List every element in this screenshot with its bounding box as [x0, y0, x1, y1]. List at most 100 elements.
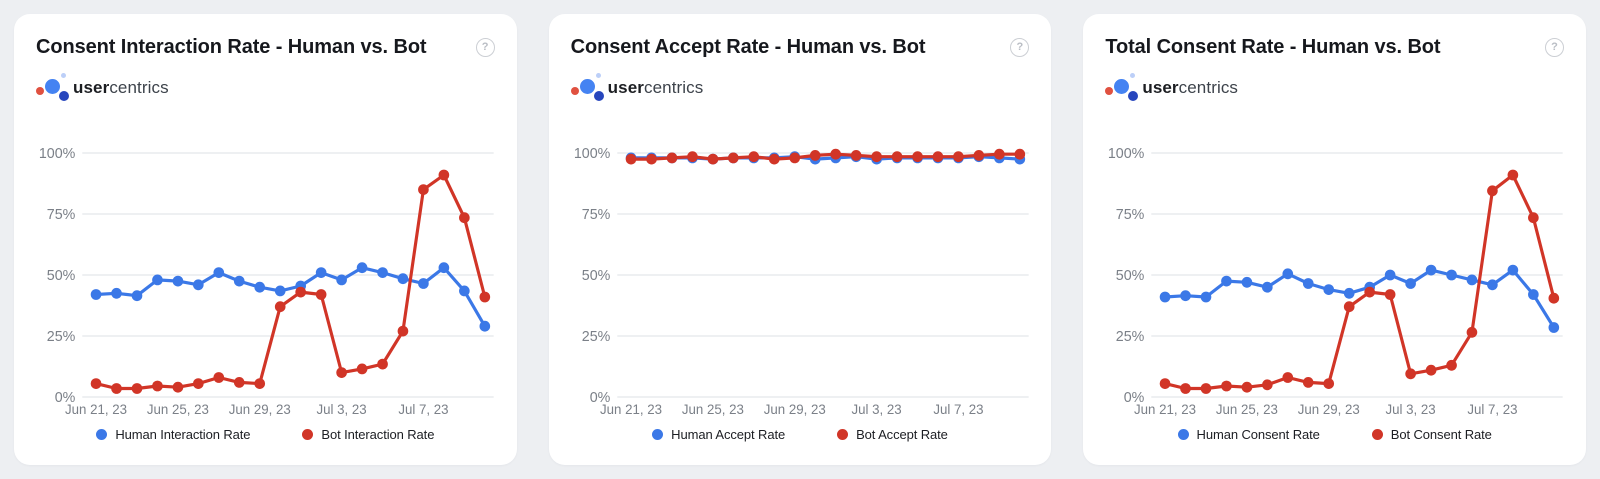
data-point[interactable] [356, 363, 368, 375]
data-point[interactable] [131, 383, 143, 394]
data-point[interactable] [438, 169, 450, 181]
data-point[interactable] [686, 151, 698, 163]
data-point[interactable] [1221, 275, 1233, 287]
data-point[interactable] [233, 377, 245, 388]
data-point[interactable] [1426, 264, 1437, 276]
data-point[interactable] [418, 184, 429, 195]
data-point[interactable] [1507, 169, 1519, 181]
data-point[interactable] [891, 151, 903, 163]
data-point[interactable] [315, 289, 327, 300]
data-point[interactable] [1487, 279, 1499, 291]
data-point[interactable] [172, 275, 184, 287]
data-point[interactable] [1323, 284, 1335, 295]
data-point[interactable] [111, 383, 122, 394]
data-point[interactable] [1262, 379, 1273, 391]
data-point[interactable] [911, 151, 923, 163]
data-point[interactable] [1446, 359, 1458, 371]
data-point[interactable] [1241, 381, 1253, 393]
data-point[interactable] [192, 378, 204, 389]
data-point[interactable] [274, 285, 286, 297]
data-point[interactable] [993, 148, 1005, 160]
data-point[interactable] [973, 150, 984, 161]
data-point[interactable] [809, 150, 821, 161]
data-point[interactable] [1507, 264, 1519, 276]
data-point[interactable] [377, 358, 388, 370]
data-point[interactable] [397, 273, 409, 285]
help-icon[interactable]: ? [1010, 37, 1030, 57]
data-point[interactable] [1466, 274, 1478, 286]
data-point[interactable] [748, 151, 759, 163]
data-point[interactable] [90, 378, 102, 389]
data-point[interactable] [1426, 364, 1437, 376]
data-point[interactable] [459, 212, 470, 224]
data-point[interactable] [152, 380, 163, 392]
data-point[interactable] [1282, 372, 1294, 383]
data-point[interactable] [1303, 278, 1314, 289]
data-point[interactable] [1466, 326, 1478, 338]
data-point[interactable] [1548, 322, 1560, 333]
data-point[interactable] [1364, 286, 1376, 298]
data-point[interactable] [850, 150, 862, 161]
data-point[interactable] [295, 286, 306, 298]
data-point[interactable] [192, 279, 204, 291]
data-point[interactable] [1303, 377, 1314, 388]
data-point[interactable] [438, 262, 450, 274]
data-point[interactable] [397, 325, 409, 337]
data-point[interactable] [1262, 281, 1273, 293]
data-point[interactable] [152, 274, 163, 286]
legend-item-bot[interactable]: Bot Interaction Rate [302, 427, 434, 442]
data-point[interactable] [727, 152, 739, 164]
data-point[interactable] [336, 367, 347, 378]
data-point[interactable] [1241, 276, 1253, 288]
data-point[interactable] [479, 320, 491, 332]
data-point[interactable] [625, 153, 637, 165]
data-point[interactable] [213, 267, 225, 278]
data-point[interactable] [479, 291, 491, 303]
data-point[interactable] [1446, 269, 1458, 281]
data-point[interactable] [666, 152, 677, 164]
data-point[interactable] [1180, 383, 1192, 394]
data-point[interactable] [1160, 378, 1171, 389]
data-point[interactable] [768, 153, 780, 165]
data-point[interactable] [418, 278, 429, 289]
data-point[interactable] [1405, 278, 1417, 289]
legend-item-human[interactable]: Human Interaction Rate [96, 427, 251, 442]
data-point[interactable] [1405, 368, 1417, 380]
data-point[interactable] [1487, 185, 1499, 197]
data-point[interactable] [1180, 290, 1192, 302]
legend-item-human[interactable]: Human Consent Rate [1177, 427, 1320, 442]
data-point[interactable] [254, 378, 266, 389]
data-point[interactable] [254, 281, 266, 293]
data-point[interactable] [274, 301, 286, 313]
data-point[interactable] [707, 153, 718, 165]
legend-item-bot[interactable]: Bot Accept Rate [837, 427, 948, 442]
data-point[interactable] [336, 274, 347, 286]
data-point[interactable] [1201, 291, 1212, 303]
data-point[interactable] [377, 267, 388, 278]
data-point[interactable] [111, 287, 122, 299]
data-point[interactable] [870, 151, 882, 163]
data-point[interactable] [830, 148, 841, 160]
data-point[interactable] [1385, 289, 1396, 300]
data-point[interactable] [1385, 269, 1396, 281]
legend-item-human[interactable]: Human Accept Rate [652, 427, 785, 442]
data-point[interactable] [356, 262, 368, 274]
help-icon[interactable]: ? [475, 37, 495, 57]
data-point[interactable] [1528, 212, 1540, 224]
legend-item-bot[interactable]: Bot Consent Rate [1371, 427, 1492, 442]
data-point[interactable] [1014, 148, 1025, 160]
data-point[interactable] [789, 152, 800, 164]
data-point[interactable] [90, 289, 102, 300]
data-point[interactable] [459, 285, 470, 297]
data-point[interactable] [1221, 380, 1233, 392]
data-point[interactable] [172, 381, 184, 393]
data-point[interactable] [1344, 301, 1355, 313]
data-point[interactable] [645, 153, 657, 165]
data-point[interactable] [932, 151, 943, 163]
data-point[interactable] [1323, 378, 1335, 389]
data-point[interactable] [315, 267, 327, 278]
data-point[interactable] [213, 372, 225, 383]
data-point[interactable] [952, 151, 964, 163]
data-point[interactable] [1344, 287, 1355, 299]
data-point[interactable] [1160, 291, 1171, 303]
